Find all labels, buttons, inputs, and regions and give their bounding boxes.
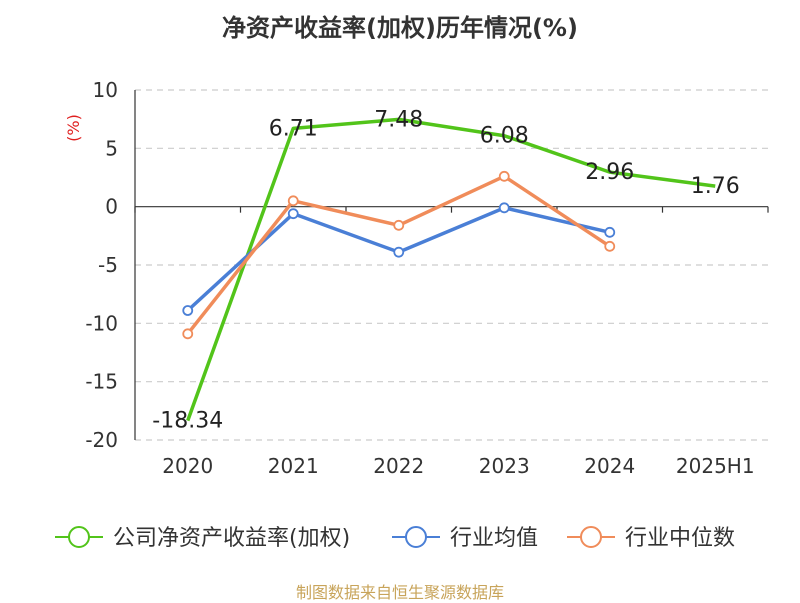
data-label: 6.71 <box>269 116 318 141</box>
data-label: 1.76 <box>691 174 740 199</box>
y-tick-label: -15 <box>85 370 118 394</box>
data-point <box>393 246 405 258</box>
data-point <box>287 208 299 220</box>
x-tick-label: 2022 <box>373 454 424 478</box>
x-tick-label: 2020 <box>162 454 213 478</box>
y-axis-label: (%) <box>64 114 83 142</box>
data-point <box>182 328 194 340</box>
legend-label: 行业均值 <box>450 526 538 551</box>
data-label: -18.34 <box>152 409 223 434</box>
legend-swatch-marker <box>68 526 90 548</box>
x-tick-label: 2025H1 <box>676 454 755 478</box>
data-point <box>604 240 616 252</box>
x-tick-label: 2023 <box>479 454 530 478</box>
data-label: 2.96 <box>585 160 634 185</box>
y-tick-label: -5 <box>98 253 118 277</box>
series-line <box>186 117 716 422</box>
data-point <box>182 305 194 316</box>
data-point <box>393 219 405 231</box>
y-tick-label: -10 <box>85 311 118 335</box>
y-tick-label: -20 <box>85 428 118 452</box>
legend: 公司净资产收益率(加权) 行业均值 行业中位数 <box>55 526 735 551</box>
x-tick-label: 2021 <box>268 454 319 478</box>
legend-label: 公司净资产收益率(加权) <box>113 526 350 551</box>
y-tick-label: 10 <box>93 78 118 102</box>
data-point <box>498 202 510 214</box>
legend-swatch-marker <box>405 526 427 548</box>
axes: 10 5 0 -5 -10 -15 -20 2020 2021 2022 2023 2024 2025H… <box>64 78 769 478</box>
x-tick-label: 2024 <box>584 454 635 478</box>
source-note: 制图数据来自恒生聚源数据库 <box>295 583 504 602</box>
data-point <box>604 226 616 238</box>
chart-title: 净资产收益率(加权)历年情况(%) <box>222 14 578 42</box>
y-tick-label: 5 <box>105 136 118 160</box>
data-labels: -18.34 6.71 7.48 6.08 2.96 1.76 <box>152 107 739 433</box>
grid-lines <box>135 89 768 441</box>
data-label: 7.48 <box>374 107 423 132</box>
data-label: 6.08 <box>480 124 529 149</box>
y-tick-label: 0 <box>105 195 118 219</box>
data-point <box>498 170 510 182</box>
data-point <box>287 195 299 207</box>
legend-swatch-marker <box>580 526 602 548</box>
series-lines <box>182 117 716 422</box>
legend-label: 行业中位数 <box>625 526 735 551</box>
